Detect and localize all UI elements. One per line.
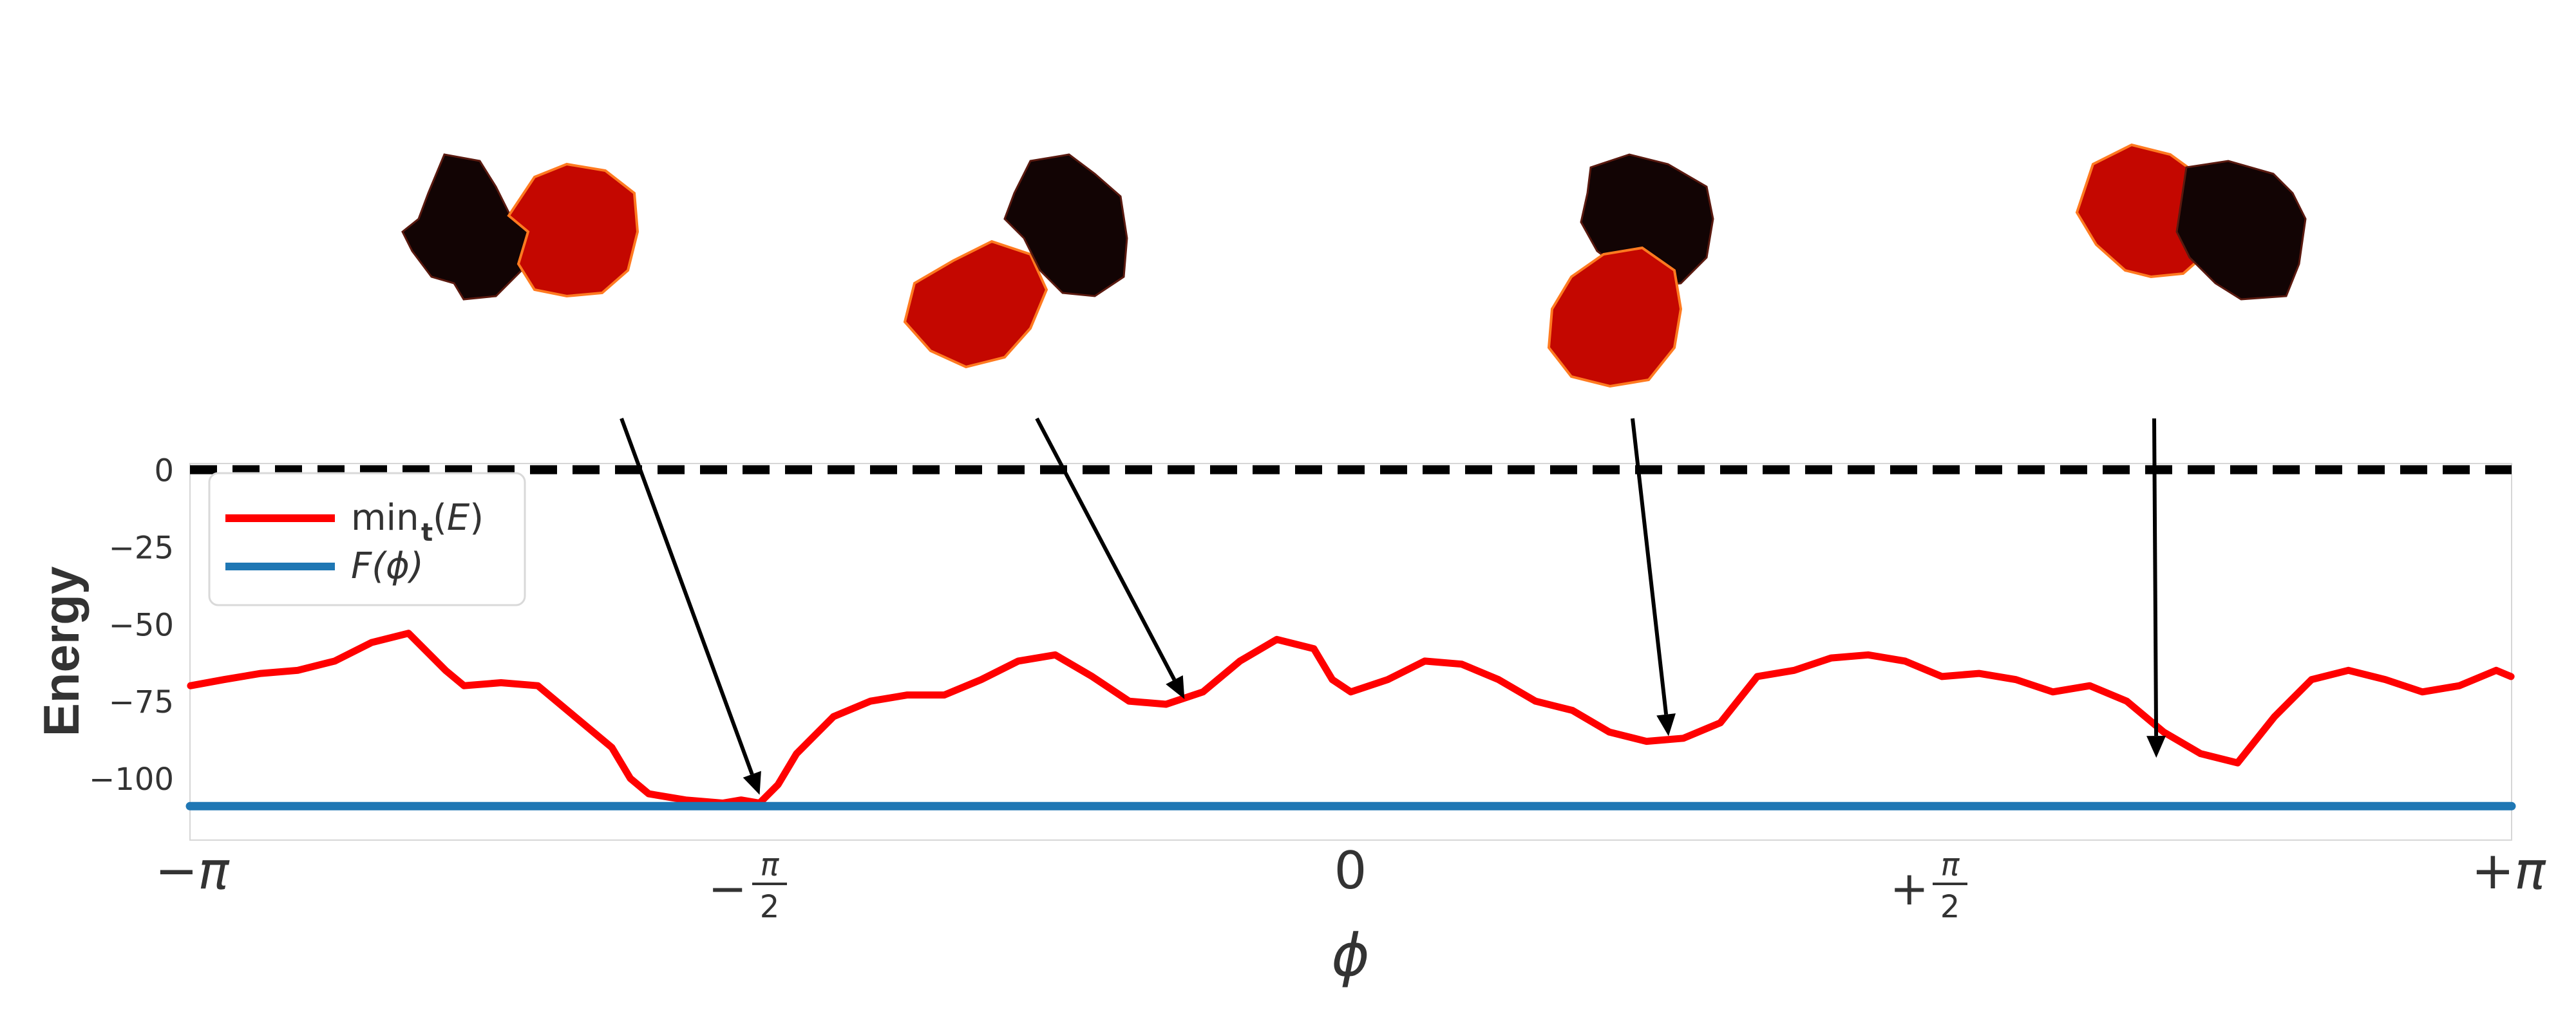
- x-tick-label-pos-pi: +π: [2471, 841, 2546, 901]
- series-layer: [185, 630, 2516, 810]
- x-tick-label-pos-half-pi: + π 2: [1890, 847, 1967, 925]
- molecule-illustrations: [401, 143, 2307, 388]
- series-line-min-e: [187, 630, 2515, 807]
- x-tick-label-neg-pi: −π: [155, 841, 230, 901]
- svg-text:(E): (E): [433, 497, 484, 539]
- y-tick-label: −50: [109, 607, 174, 643]
- annotation-arrow: [620, 417, 761, 795]
- x-axis-label: ϕ: [1331, 922, 1369, 989]
- molecule-pair-2: [903, 153, 1128, 369]
- annotation-arrow: [2146, 418, 2166, 758]
- molecule-pair-1: [401, 153, 639, 301]
- molecule-pair-3: [1547, 153, 1714, 388]
- x-tick-layer: −π − π 2 0 + π 2 +π: [155, 841, 2546, 925]
- legend-label-f-phi: F(ϕ): [351, 545, 424, 587]
- x-tick-label-neg-half-pi: − π 2: [708, 847, 787, 925]
- svg-text:t: t: [421, 518, 433, 547]
- y-tick-layer: 0 −25 −50 −75 −100: [89, 453, 174, 798]
- annotation-arrow: [1035, 417, 1185, 700]
- y-tick-label: −75: [109, 684, 174, 720]
- molecule-pair-4: [2075, 143, 2307, 301]
- legend-label-min-e: min t (E): [351, 497, 484, 547]
- y-tick-label: −100: [89, 762, 174, 798]
- legend: min t (E) F(ϕ): [208, 472, 526, 606]
- svg-text:min: min: [351, 497, 419, 539]
- y-tick-label: 0: [154, 453, 174, 489]
- legend-box: [208, 472, 526, 606]
- svg-text:π: π: [1941, 847, 1960, 883]
- svg-text:−: −: [708, 861, 747, 915]
- svg-text:+: +: [1890, 861, 1929, 915]
- plot-frame: [189, 463, 2512, 841]
- y-axis-label: Energy: [33, 566, 90, 736]
- svg-text:2: 2: [760, 889, 780, 925]
- arrow-layer: [620, 417, 2166, 795]
- annotation-arrow: [1631, 418, 1676, 736]
- x-tick-label-zero: 0: [1334, 841, 1367, 901]
- svg-text:2: 2: [1940, 889, 1960, 925]
- y-tick-label: −25: [109, 530, 174, 566]
- svg-text:π: π: [761, 847, 780, 883]
